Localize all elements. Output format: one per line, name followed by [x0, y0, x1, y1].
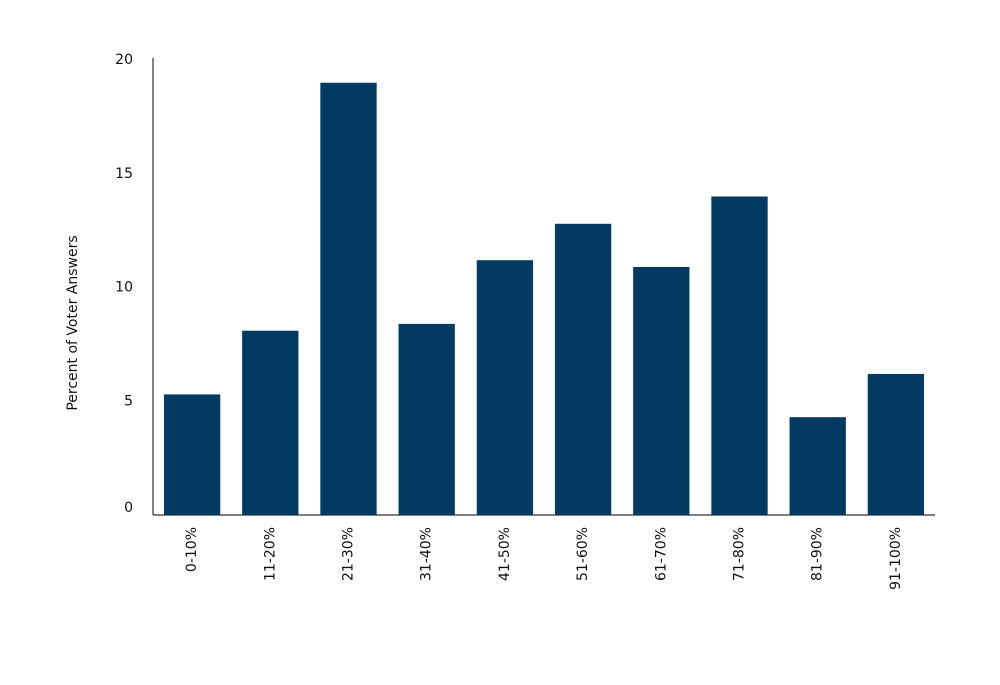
bar: [867, 373, 925, 515]
y-tick-label: 20: [115, 52, 133, 68]
bar: [476, 260, 534, 515]
bar: [320, 82, 377, 515]
bar: [242, 330, 299, 515]
x-tick-label: 81-90%: [810, 527, 826, 581]
x-tick-label: 51-60%: [575, 527, 591, 581]
x-tick-label: 0-10%: [184, 527, 200, 572]
x-tick-label: 61-70%: [653, 527, 669, 581]
x-tick-label: 41-50%: [497, 527, 513, 581]
y-axis-label: Percent of Voter Answers: [65, 235, 81, 410]
y-tick-label: 5: [124, 393, 133, 409]
y-tick-label: 15: [115, 166, 133, 182]
bar: [711, 196, 768, 515]
x-tick-label: 91-100%: [888, 527, 904, 590]
y-tick-label: 0: [124, 500, 133, 516]
bar: [789, 417, 846, 515]
y-tick-label: 10: [115, 280, 133, 296]
x-tick-label: 31-40%: [419, 527, 435, 581]
x-tick-label: 21-30%: [341, 527, 357, 581]
bar: [554, 223, 612, 516]
bar: [633, 267, 690, 515]
x-tick-label: 11-20%: [262, 527, 278, 581]
bar: [398, 323, 455, 515]
x-tick-label: 71-80%: [732, 527, 748, 581]
bar: [163, 394, 221, 515]
